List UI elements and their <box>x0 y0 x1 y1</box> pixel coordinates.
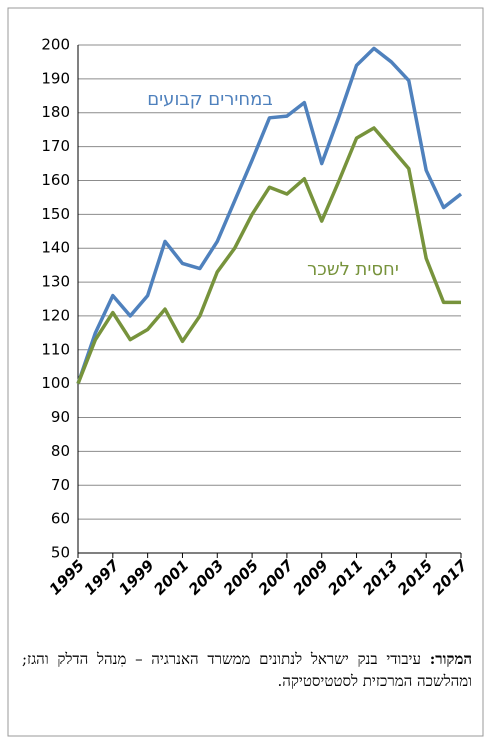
y-tick-label: 80 <box>51 442 70 460</box>
y-tick-label: 160 <box>41 171 70 189</box>
series-line <box>76 126 461 385</box>
x-tick-label: 2001 <box>150 556 192 598</box>
y-tick-label: 120 <box>41 306 70 324</box>
y-tick-label: 100 <box>41 374 70 392</box>
source-label: המקור: <box>429 650 472 668</box>
y-tick-label: 90 <box>51 408 70 426</box>
y-tick-label: 70 <box>51 476 70 494</box>
x-tick-label: 2013 <box>359 556 401 598</box>
x-tick-label: 2003 <box>185 556 227 598</box>
source-note: המקור: עיבודי בנק ישראל לנתונים ממשרד הא… <box>22 648 472 692</box>
y-tick-label: 170 <box>41 137 70 155</box>
series-line <box>76 46 463 385</box>
y-tick-label: 110 <box>41 340 70 358</box>
source-text: עיבודי בנק ישראל לנתונים ממשרד האנרגיה –… <box>22 650 472 690</box>
y-tick-label: 50 <box>51 544 70 562</box>
y-tick-label: 130 <box>41 273 70 291</box>
x-tick-label: 1995 <box>46 556 88 598</box>
frame-border <box>7 7 484 737</box>
y-tick-label: 180 <box>41 103 70 121</box>
x-tick-label: 1999 <box>115 556 157 598</box>
x-tick-label: 2005 <box>220 556 262 598</box>
x-tick-label: 2015 <box>394 556 436 598</box>
series-label: במחירים קבועים <box>147 89 273 110</box>
y-tick-label: 150 <box>41 205 70 223</box>
x-tick-label: 2009 <box>289 556 331 598</box>
y-tick-label: 60 <box>51 510 70 528</box>
x-tick-label: 2017 <box>429 556 472 599</box>
x-tick-label: 2007 <box>255 556 298 599</box>
y-tick-label: 140 <box>41 239 70 257</box>
series-label: יחסית לשכר <box>307 259 399 280</box>
y-tick-label: 200 <box>41 36 70 54</box>
y-tick-label: 190 <box>41 69 70 87</box>
x-tick-label: 1997 <box>81 556 124 599</box>
x-tick-label: 2011 <box>324 556 366 598</box>
